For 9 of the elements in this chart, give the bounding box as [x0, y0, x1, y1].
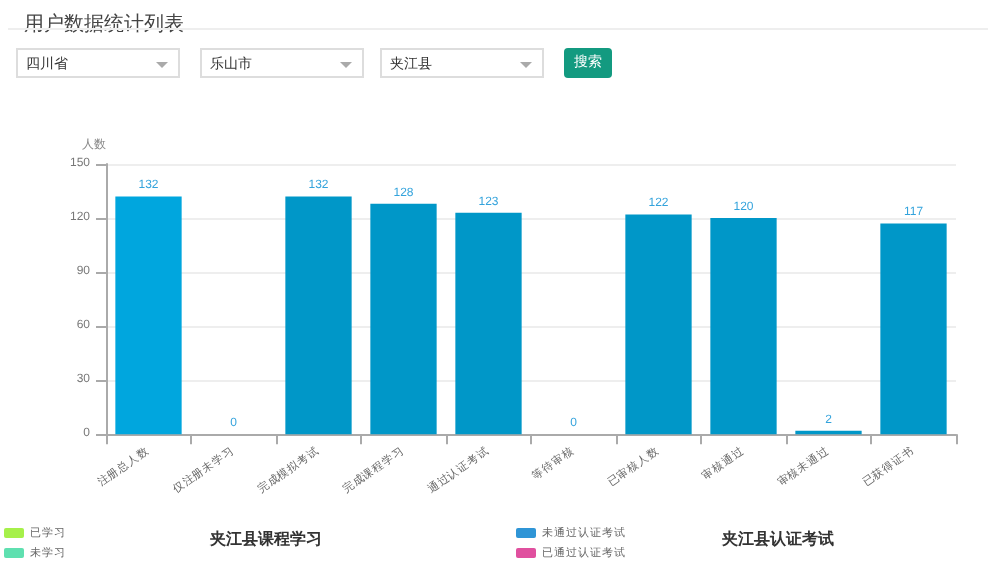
bar — [710, 218, 777, 435]
bar — [455, 212, 522, 435]
bar — [625, 214, 692, 435]
bar — [115, 196, 182, 435]
bar — [285, 196, 352, 435]
bar — [880, 223, 947, 435]
text: 夹江县认证考试 — [722, 528, 834, 550]
bar — [370, 203, 437, 435]
text: 夹江县课程学习 — [210, 528, 322, 550]
